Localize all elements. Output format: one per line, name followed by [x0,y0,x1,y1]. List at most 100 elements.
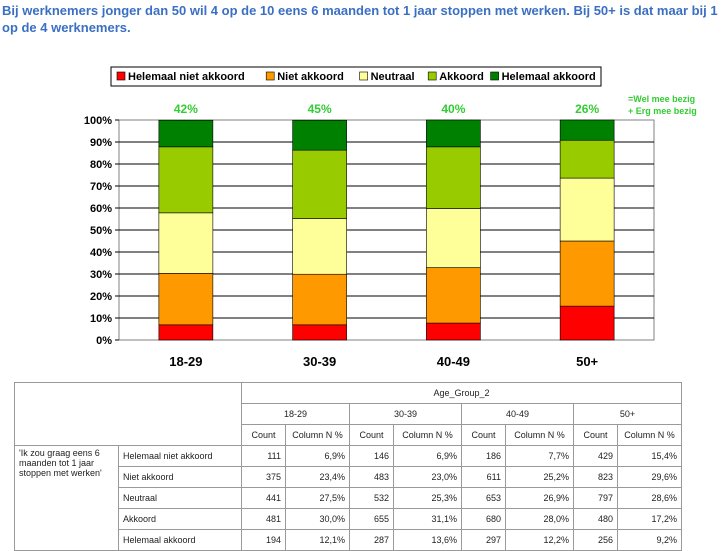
age-group-header: 40-49 [461,403,574,425]
table-cell: 481 [241,508,286,530]
table-cell: 29,6% [617,466,682,488]
y-tick-label: 30% [90,269,112,281]
table-cell: 23,4% [285,466,350,488]
question-label: 'Ik zou graag eens 6 maanden tot 1 jaar … [14,445,119,551]
table-cell: 12,2% [505,529,574,551]
y-tick-label: 0% [96,335,112,347]
col-header-percent: Column N % [505,424,574,446]
table-cell: 28,6% [617,487,682,509]
col-header-count: Count [241,424,286,446]
bar-segment [158,212,214,274]
table-cell: 15,4% [617,445,682,467]
bar-segment [559,240,615,307]
stacked-bar-chart: Helemaal niet akkoord Niet akkoord Neutraa… [84,66,697,369]
bar-segment [158,146,214,214]
table-cell: 655 [349,508,394,530]
table-cell: 25,3% [393,487,462,509]
table-cell: 256 [573,529,618,551]
legend-label: Helemaal niet akkoord [128,71,245,83]
table-cell: 194 [241,529,286,551]
table-cell: 823 [573,466,618,488]
x-tick-label: 50+ [576,354,598,369]
headline: Bij werknemers jonger dan 50 wil 4 op de… [2,3,718,35]
age-group-header: 50+ [573,403,682,425]
table-cell: 429 [573,445,618,467]
row-label: Helemaal niet akkoord [118,445,242,467]
row-label: Niet akkoord [118,466,242,488]
legend-label: Neutraal [371,71,415,83]
table-row: Neutraal 441 27,5% 532 25,3% 653 26,9% 797 28,6% [15,487,682,509]
table-row: Akkoord 481 30,0% 655 31,1% 680 28,0% 480 17,2% [15,508,682,530]
table-cell: 6,9% [285,445,350,467]
table-row: Niet akkoord 375 23,4% 483 23,0% 611 25,2% 823 2… [15,466,682,488]
legend-label: Helemaal akkoord [502,71,596,83]
col-header-percent: Column N % [393,424,462,446]
table-cell: 13,6% [393,529,462,551]
table-body: Age_Group_2 18-29 30-39 40-49 50+ Count Column… [14,382,682,551]
table-cell: 483 [349,466,394,488]
y-tick-label: 20% [90,291,112,303]
table-cell: 7,7% [505,445,574,467]
y-tick-label: 10% [90,313,112,325]
y-tick-label: 40% [90,247,112,259]
side-note-line-1: =Wel mee bezig [628,94,695,104]
y-tick-label: 50% [90,225,112,237]
row-label: Neutraal [118,487,242,509]
top-labels: 42% 45% 40% 26% [174,102,600,116]
bar-segment [426,322,481,341]
legend-box [110,66,602,87]
row-label: Akkoord [118,508,242,530]
table-cell: 680 [461,508,506,530]
side-note-line-2: + Erg mee bezig [628,106,697,116]
header-row-columns: Count Column N % Count Column N % Count Colum… [15,424,682,446]
table-cell: 297 [461,529,506,551]
table-cell: 31,1% [393,508,462,530]
bar-top-label: 40% [441,102,465,116]
bar-segment [559,305,615,341]
bar-segment [559,119,615,141]
table-cell: 611 [461,466,506,488]
y-tick-label: 80% [90,159,112,171]
table-cell: 186 [461,445,506,467]
bars [158,119,615,341]
table-cell: 17,2% [617,508,682,530]
legend-swatch [427,71,437,81]
bar-segment [426,208,481,268]
y-tick-label: 90% [90,137,112,149]
bar-segment [559,139,615,179]
bar-segment [559,177,615,242]
legend-label: Niet akkoord [277,71,344,83]
corner-cell [14,382,242,446]
table-cell: 23,0% [393,466,462,488]
row-label: Helemaal akkoord [118,529,242,551]
table-cell: 375 [241,466,286,488]
table-cell: 6,9% [393,445,462,467]
col-header-percent: Column N % [617,424,682,446]
col-header-percent: Column N % [285,424,350,446]
col-header-count: Count [461,424,506,446]
table-cell: 9,2% [617,529,682,551]
bar-segment [292,273,347,326]
table-cell: 28,0% [505,508,574,530]
table-cell: 797 [573,487,618,509]
table-cell: 27,5% [285,487,350,509]
bar-segment [158,324,214,341]
x-tick-label: 30-39 [303,354,336,369]
bar-segment [426,146,481,209]
col-header-count: Count [349,424,394,446]
y-axis: 0% 10% 20% 30% 40% 50% 60% 70% 80% 90% 100% [84,115,119,347]
bar-top-label: 26% [575,102,599,116]
legend: Helemaal niet akkoord Niet akkoord Neutraa… [116,71,596,83]
legend-swatch [116,71,126,81]
legend-swatch [359,71,368,81]
age-group-header: 18-29 [241,403,350,425]
bar-top-label: 45% [308,102,332,116]
table-cell: 532 [349,487,394,509]
table-cell: 441 [241,487,286,509]
y-tick-label: 100% [84,115,112,127]
table-row: 'Ik zou graag eens 6 maanden tot 1 jaar … [14,445,682,551]
x-tick-label: 18-29 [169,354,202,369]
table-cell: 26,9% [505,487,574,509]
bar-segment [426,119,481,148]
age-group-header: 30-39 [349,403,462,425]
